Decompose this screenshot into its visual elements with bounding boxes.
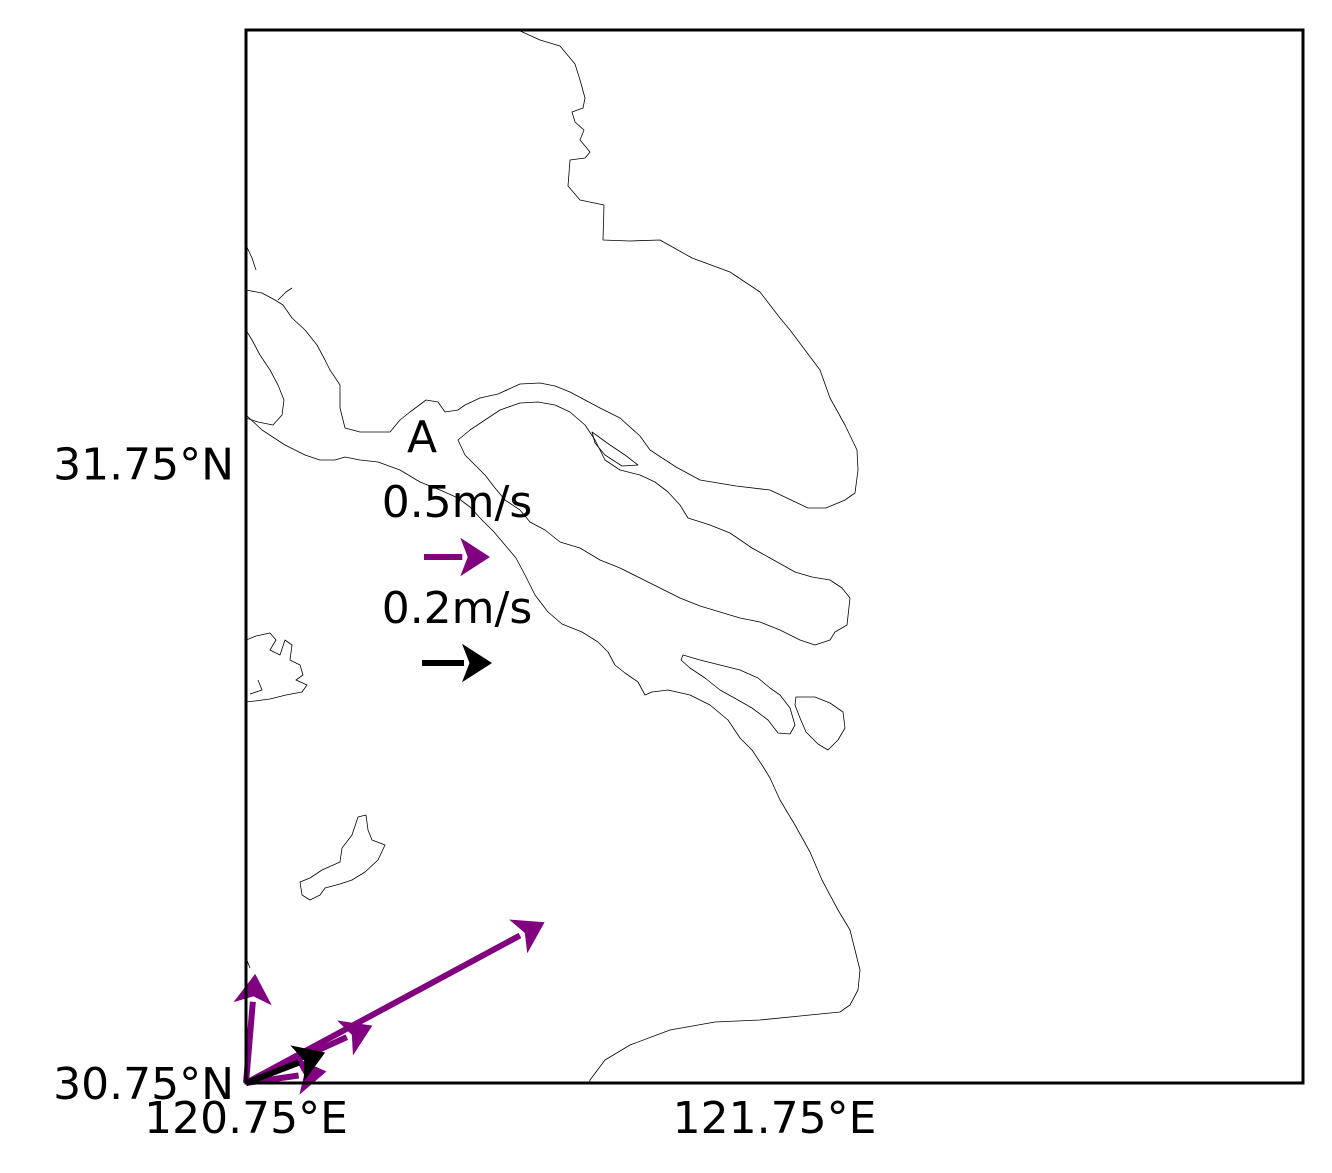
wind-legend-label: 0.5m/s (382, 477, 533, 528)
hengsha-island (794, 696, 846, 751)
axis-tick-labels: 120.75°E 121.75°E 30.75°N 31.75°N (53, 440, 876, 1144)
wind-vector (233, 973, 272, 1084)
river-bank-north (246, 329, 285, 426)
lon-tick-label: 120.75°E (144, 1093, 348, 1144)
lat-tick-label: 31.75°N (53, 440, 234, 491)
creek-segment (277, 287, 293, 301)
map-frame (244, 28, 1305, 1085)
panel-label: A (407, 412, 437, 463)
wind-vector (244, 919, 545, 1086)
changxing-island (680, 654, 796, 735)
mainland-coastline (246, 30, 859, 509)
south-bank-coastline (246, 414, 861, 1083)
small-island-1 (591, 431, 639, 467)
west-lake-cluster (246, 632, 308, 703)
lake-segment (246, 244, 257, 271)
current-legend-label: 0.2m/s (382, 583, 533, 634)
coastline-layer (246, 30, 861, 1083)
dianshan-lake (299, 814, 386, 901)
vector-layer (233, 919, 545, 1095)
current-vector (244, 1045, 326, 1086)
current-legend-arrow (422, 643, 492, 683)
wind-legend-arrow-shape (424, 537, 490, 577)
wind-legend-arrow (424, 537, 490, 577)
lat-tick-label: 30.75°N (53, 1059, 234, 1110)
lon-tick-label: 121.75°E (673, 1093, 877, 1144)
chongming-island (457, 401, 851, 646)
legend: 0.5m/s 0.2m/s (382, 477, 533, 683)
current-legend-arrow-shape (422, 643, 492, 683)
